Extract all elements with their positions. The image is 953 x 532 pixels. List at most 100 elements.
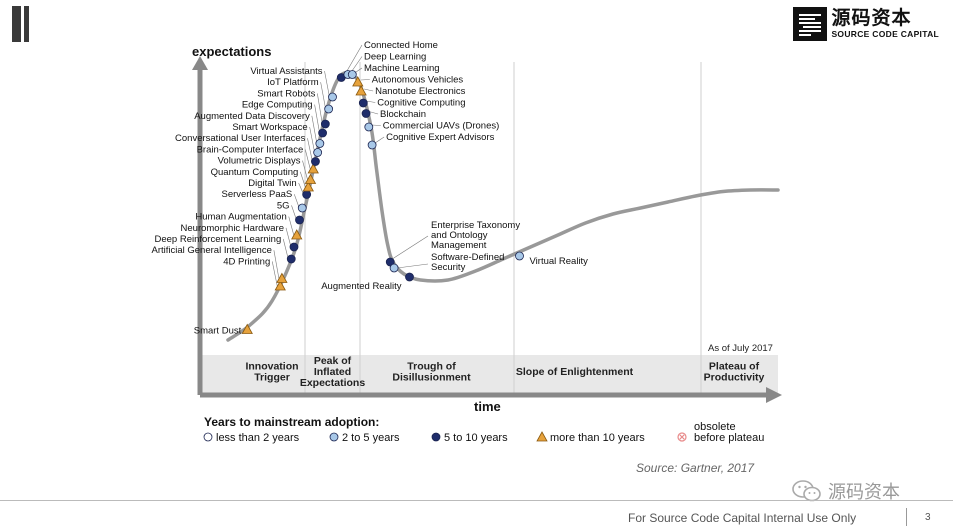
tech-label-software-defined-security: Software-Defined Security — [431, 252, 504, 273]
tech-label-conversational-user-interfaces: Conversational User Interfaces — [175, 133, 306, 144]
phase-label-line: Trough of — [407, 361, 456, 373]
tech-label-line: Machine Learning — [364, 63, 440, 74]
leader-virtual-assistants — [324, 70, 330, 98]
marker-cognitive-computing — [358, 98, 368, 108]
tech-label-line: Serverless PaaS — [221, 189, 292, 200]
legend-label-obsolete-1: obsolete — [694, 421, 736, 433]
tech-label-smart-robots: Smart Robots — [257, 88, 315, 99]
legend-marker-obsolete-cross — [679, 434, 685, 440]
marker-artificial-general-intelligence — [276, 272, 288, 283]
as-of-label: As of July 2017 — [708, 343, 773, 354]
legend-label-5to10: 5 to 10 years — [444, 432, 508, 444]
tech-label-line: Digital Twin — [248, 178, 296, 189]
tech-label-cognitive-computing: Cognitive Computing — [377, 98, 465, 109]
tech-label-artificial-general-intelligence: Artificial General Intelligence — [151, 245, 271, 256]
leader-augmented-data-discovery — [311, 115, 318, 144]
tech-label-virtual-assistants: Virtual Assistants — [250, 66, 322, 77]
marker-neuromorphic-hardware — [289, 242, 299, 252]
tech-label-volumetric-displays: Volumetric Displays — [218, 156, 301, 167]
leader-smart-workspace — [309, 126, 315, 153]
leader-serverless-paas — [293, 194, 300, 209]
tech-label-brain-computer-interface: Brain-Computer Interface — [197, 144, 304, 155]
tech-label-4d-printing: 4D Printing — [223, 256, 270, 267]
tech-label-line: Smart Robots — [257, 88, 315, 99]
marker-5g — [295, 215, 304, 225]
tech-label-digital-twin: Digital Twin — [248, 178, 296, 189]
tech-label-line: 4D Printing — [223, 256, 270, 267]
tech-label-line: Quantum Computing — [211, 167, 299, 178]
marker-conversational-user-interfaces — [311, 157, 320, 166]
tech-label-line: Virtual Reality — [530, 256, 589, 267]
marker-software-defined-security — [389, 263, 399, 273]
marker-smart-workspace — [313, 148, 323, 157]
marker-blockchain — [361, 109, 371, 118]
legend-marker-5to10 — [431, 432, 441, 442]
tech-label-machine-learning: Machine Learning — [364, 63, 440, 74]
accent-bar-thin — [24, 6, 29, 42]
tech-label-nanotube-electronics: Nanotube Electronics — [375, 86, 466, 97]
tech-label-line: Connected Home — [364, 40, 438, 51]
watermark-text: 源码资本 — [828, 482, 900, 503]
tech-label-line: Cognitive Computing — [377, 98, 465, 109]
tech-label-virtual-reality: Virtual Reality — [530, 256, 589, 267]
leader-cognitive-expert-advisors — [374, 136, 385, 144]
tech-label-line: Artificial General Intelligence — [151, 245, 271, 256]
marker-4d-printing — [274, 280, 286, 291]
leader-enterprise-taxonomy-and-ontology-management — [392, 235, 429, 260]
phase-label-line: Innovation — [245, 361, 298, 373]
tech-label-enterprise-taxonomy-and-ontology-management: Enterprise Taxonomy and Ontology Managemen… — [431, 220, 520, 251]
legend-title: Years to mainstream adoption: — [204, 415, 379, 429]
phase-label-innovation: Innovation Trigger — [245, 361, 298, 384]
tech-label-line: Smart Workspace — [232, 122, 307, 133]
tech-label-line: Nanotube Electronics — [375, 86, 466, 97]
leader-5g — [291, 205, 297, 221]
leader-human-augmentation — [288, 216, 295, 236]
tech-label-deep-reinforcement-learning: Deep Reinforcement Learning — [155, 234, 282, 245]
phase-label-slope: Slope of Enlightenment — [516, 366, 634, 378]
leader-machine-learning — [355, 67, 363, 73]
tech-label-line: Edge Computing — [242, 100, 313, 111]
tech-label-line: 5G — [277, 200, 290, 211]
phase-label-line: Peak of — [314, 355, 352, 367]
leader-deep-reinforcement-learning — [282, 238, 289, 260]
marker-cognitive-expert-advisors — [367, 140, 377, 150]
tech-label-iot-platform: IoT Platform — [267, 77, 319, 88]
marker-smart-robots — [320, 119, 330, 129]
leader-quantum-computing — [300, 171, 306, 188]
page-number: 3 — [925, 512, 931, 523]
logo-chinese-name: 源码资本 — [831, 7, 912, 30]
footer-text: For Source Code Capital Internal Use Onl… — [628, 511, 857, 525]
leader-autonomous-vehicles — [360, 79, 370, 81]
leader-software-defined-security — [397, 263, 429, 269]
tech-label-line: Autonomous Vehicles — [372, 75, 464, 86]
tech-label-line: Augmented Reality — [321, 281, 402, 292]
marker-deep-reinforcement-learning — [286, 254, 296, 264]
tech-label-augmented-data-discovery: Augmented Data Discovery — [194, 111, 310, 122]
phase-label-line: Trigger — [254, 372, 290, 384]
tech-label-line: Deep Reinforcement Learning — [155, 234, 282, 245]
leader-commercial-uavs-drones — [371, 124, 381, 126]
legend-label-2to5: 2 to 5 years — [342, 432, 400, 444]
tech-label-line: Security — [431, 262, 466, 273]
leader-conversational-user-interfaces — [307, 138, 313, 162]
tech-label-human-augmentation: Human Augmentation — [195, 212, 286, 223]
tech-label-line: Deep Learning — [364, 52, 426, 63]
tech-label-neuromorphic-hardware: Neuromorphic Hardware — [181, 223, 284, 234]
marker-brain-computer-interface — [307, 163, 319, 174]
marker-human-augmentation — [291, 229, 303, 240]
marker-autonomous-vehicles — [352, 76, 364, 87]
tech-label-line: Conversational User Interfaces — [175, 133, 306, 144]
phase-label-line: Expectations — [300, 377, 366, 389]
tech-label-line: Human Augmentation — [195, 212, 286, 223]
phase-label-peak: Peak of Inflated Expectations — [300, 355, 366, 389]
footer-separator — [906, 508, 907, 526]
phase-label-trough: Trough of Disillusionment — [392, 361, 471, 384]
marker-augmented-reality — [405, 272, 414, 282]
leader-nanotube-electronics — [364, 88, 374, 92]
tech-label-autonomous-vehicles: Autonomous Vehicles — [372, 75, 464, 86]
marker-virtual-assistants — [328, 92, 337, 102]
y-axis-arrow — [192, 56, 208, 70]
leader-artificial-general-intelligence — [273, 250, 280, 279]
leader-blockchain — [368, 111, 379, 115]
